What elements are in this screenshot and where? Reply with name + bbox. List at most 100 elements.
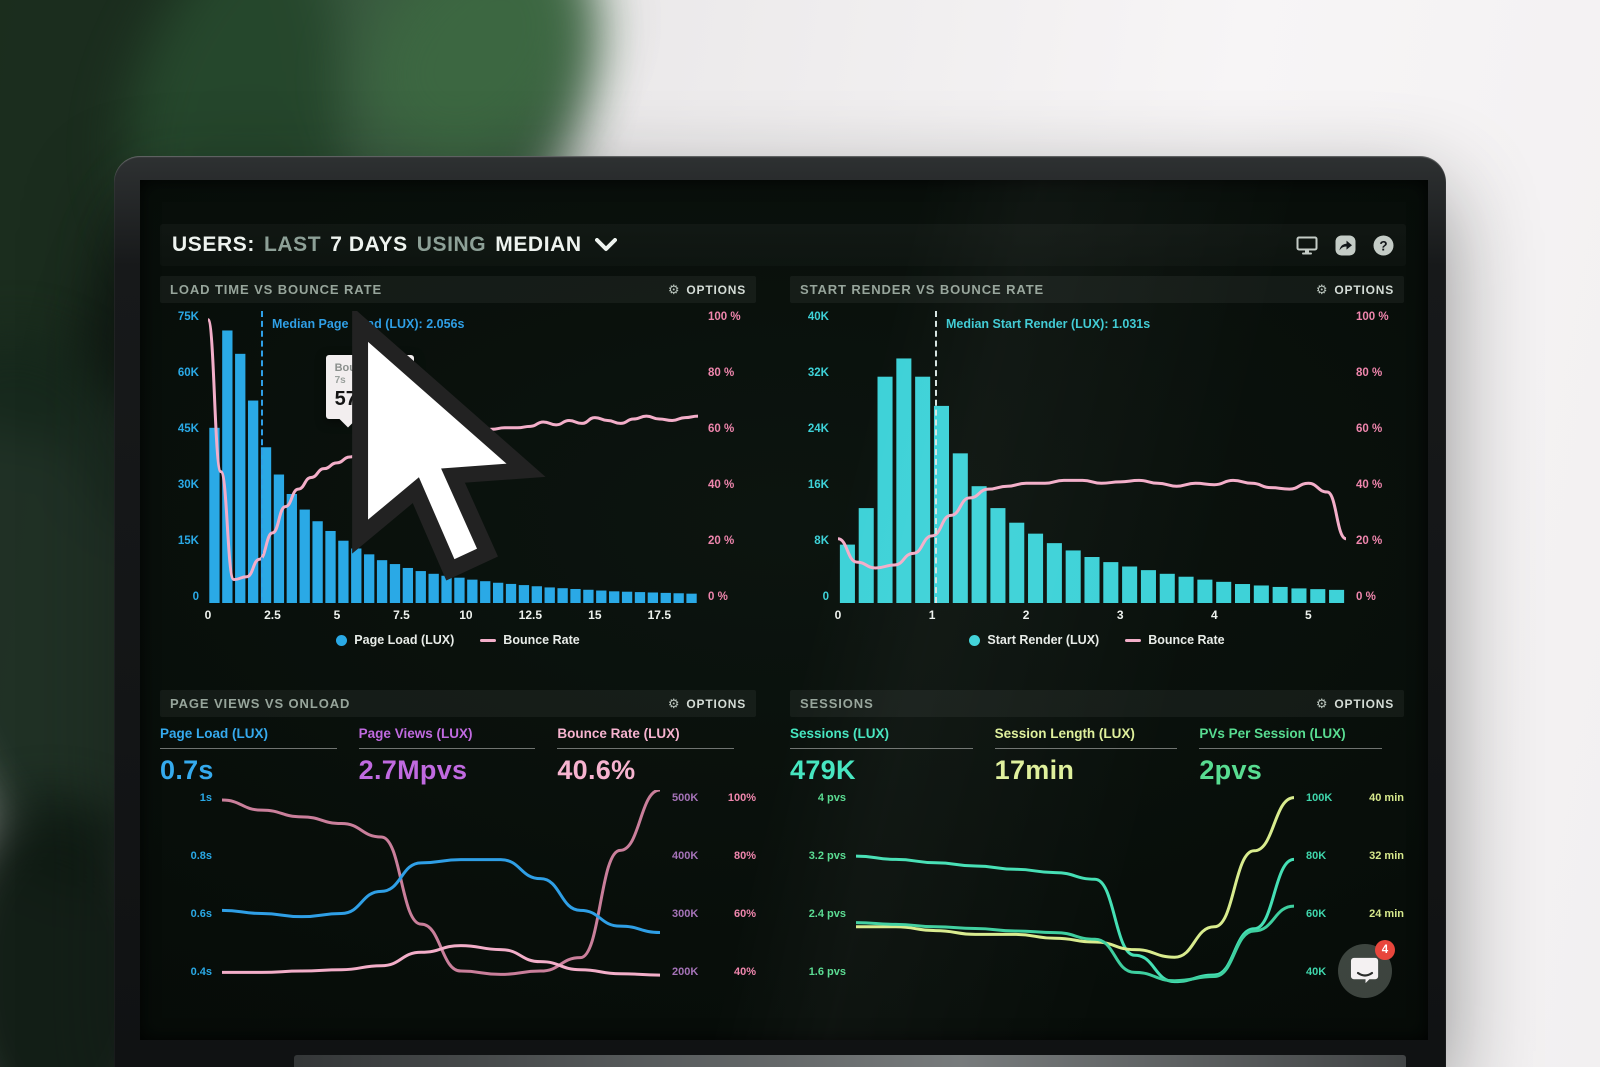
chart-legend: Page Load (LUX) Bounce Rate xyxy=(160,633,756,647)
axis-tick: 80 % xyxy=(708,367,735,379)
axis-tick: 0 % xyxy=(1356,591,1376,603)
axis-tick: 60K xyxy=(1306,908,1327,920)
metric-divider xyxy=(358,748,536,749)
axis-tick: 30K xyxy=(177,479,199,491)
panel-header: START RENDER VS BOUNCE RATE ⚙ OPTIONS xyxy=(790,276,1404,303)
axis-tick: 3.2 pvs xyxy=(808,850,846,862)
panel-header: LOAD TIME VS BOUNCE RATE ⚙ OPTIONS xyxy=(160,276,756,303)
metric-divider xyxy=(790,748,973,749)
axis-tick: 7.5 xyxy=(393,608,410,622)
share-icon[interactable] xyxy=(1335,235,1356,256)
axis-tick-row: 1.6 pvs xyxy=(790,966,856,978)
axis-tick: 60K xyxy=(177,367,199,379)
axis-tick: 32 min xyxy=(1369,850,1404,862)
y-axis-left: 4 pvs 3.2 pvs 2.4 pvs 1.6 pvs xyxy=(790,790,856,1018)
help-icon[interactable]: ? xyxy=(1373,235,1394,256)
panel-sessions: SESSIONS ⚙ OPTIONS Sessions (LUX) 479K Ses… xyxy=(790,690,1404,1040)
display-icon[interactable] xyxy=(1296,236,1318,255)
y-axis-right: 100K 40 min 80K 32 min 60K 24 min 40K xyxy=(1294,790,1404,1018)
panel-title: SESSIONS xyxy=(800,696,874,711)
axis-tick: 40 min xyxy=(1369,792,1404,804)
chart-area: 40K 32K 24K 16K 8K 0 Median Start Render (LUX… xyxy=(790,311,1404,603)
metric-block: Sessions (LUX) 479K xyxy=(790,726,995,786)
gear-icon: ⚙ xyxy=(667,696,681,711)
metric-block: Page Load (LUX) 0.7s xyxy=(160,726,359,786)
panel-header: SESSIONS ⚙ OPTIONS xyxy=(790,690,1404,717)
gear-icon: ⚙ xyxy=(1315,282,1329,297)
axis-tick: 0 xyxy=(834,608,842,622)
axis-tick-row: 4 pvs xyxy=(790,792,856,804)
load-time-plot[interactable]: Median Page Load (LUX): 2.056s Bounce Ra… xyxy=(208,311,698,603)
axis-tick: 1 xyxy=(928,608,936,622)
axis-tick: 10 xyxy=(459,608,473,622)
tooltip-subtitle: 7s xyxy=(334,374,346,386)
axis-tick: 40K xyxy=(807,311,829,323)
options-label: OPTIONS xyxy=(686,282,746,297)
start-render-plot[interactable]: Median Start Render (LUX): 1.031s xyxy=(838,311,1346,603)
metric-label: Bounce Rate (LUX) xyxy=(557,726,680,741)
axis-tick: 80K xyxy=(1306,850,1327,862)
metric-value: 17min xyxy=(994,755,1075,785)
axis-tick: 24 min xyxy=(1369,908,1404,920)
y-axis-left: 1s 0.8s 0.6s 0.4s xyxy=(160,790,222,1018)
axis-tick: 60% xyxy=(733,908,756,920)
panel-title: PAGE VIEWS VS ONLOAD xyxy=(170,696,351,711)
metric-block: Bounce Rate (LUX) 40.6% xyxy=(557,726,756,786)
chart-area: 1s 0.8s 0.6s 0.4s 500K 100% 400K 80% 300K 60% 200… xyxy=(160,790,756,1018)
metric-label: PVs Per Session (LUX) xyxy=(1199,726,1346,741)
metric-block: Page Views (LUX) 2.7Mpvs xyxy=(358,726,558,786)
gear-icon: ⚙ xyxy=(667,282,681,297)
options-label: OPTIONS xyxy=(1334,282,1394,297)
legend-item: Bounce Rate xyxy=(480,633,580,647)
axis-tick: 24K xyxy=(807,423,829,435)
metric-label: Page Views (LUX) xyxy=(358,726,473,741)
dashboard-screen: USERS: LAST 7 DAYS USING MEDIAN ? xyxy=(140,180,1428,1040)
axis-tick: 100% xyxy=(727,792,756,804)
chart-area: 75K 60K 45K 30K 15K 0 Median Page Load (LUX):… xyxy=(160,311,756,603)
axis-tick: 2 xyxy=(1022,608,1030,622)
y-axis-left: 40K 32K 24K 16K 8K 0 xyxy=(790,311,838,603)
panel-header: PAGE VIEWS VS ONLOAD ⚙ OPTIONS xyxy=(160,690,756,717)
metric-value: 40.6% xyxy=(557,755,636,785)
axis-tick: 200K xyxy=(672,966,699,978)
axis-tick: 15K xyxy=(177,535,199,547)
options-button[interactable]: ⚙ OPTIONS xyxy=(1316,283,1394,297)
page-views-plot[interactable] xyxy=(222,790,660,1018)
bar-line-chart xyxy=(838,358,1346,603)
options-button[interactable]: ⚙ OPTIONS xyxy=(668,697,746,711)
options-label: OPTIONS xyxy=(686,696,746,711)
bar-line-chart xyxy=(208,311,698,603)
axis-tick: 3 xyxy=(1116,608,1124,622)
gear-icon: ⚙ xyxy=(1315,696,1329,711)
metric-block: Session Length (LUX) 17min xyxy=(994,726,1200,786)
axis-tick-row: 300K 60% xyxy=(660,908,756,920)
sessions-plot[interactable] xyxy=(856,790,1294,1018)
axis-tick: 0.8s xyxy=(190,850,212,862)
legend-line-icon xyxy=(1125,638,1142,642)
axis-tick-row: 400K 80% xyxy=(660,850,756,862)
metric-summary-row: Page Load (LUX) 0.7s Page Views (LUX) 2.7Mp… xyxy=(160,726,756,786)
options-button[interactable]: ⚙ OPTIONS xyxy=(668,283,746,297)
metric-value: 479K xyxy=(790,755,856,785)
header-icons: ? xyxy=(1296,235,1394,256)
axis-tick: 60 % xyxy=(1356,423,1383,435)
legend-item: Bounce Rate xyxy=(1125,633,1225,647)
axis-tick: 0.4s xyxy=(190,966,212,978)
axis-tick-row: 2.4 pvs xyxy=(790,908,856,920)
x-axis: 0 2.5 5 7.5 10 12.5 15 17.5 xyxy=(205,606,698,626)
axis-tick: 100 % xyxy=(708,311,741,323)
axis-tick-row: 40K xyxy=(1294,966,1404,978)
users-period-dropdown[interactable]: USERS: LAST 7 DAYS USING MEDIAN xyxy=(172,233,617,257)
laptop-deck xyxy=(294,1055,1406,1067)
axis-tick: 4 pvs xyxy=(817,792,846,804)
metric-summary-row: Sessions (LUX) 479K Session Length (LUX) 17… xyxy=(790,726,1404,786)
axis-tick: 100K xyxy=(1306,792,1333,804)
legend-dot-icon xyxy=(336,634,348,646)
metric-value: 2pvs xyxy=(1199,755,1263,785)
chat-button[interactable]: 4 xyxy=(1338,940,1395,998)
axis-tick: 5 xyxy=(333,608,341,622)
axis-tick: 40% xyxy=(733,966,756,978)
legend-line-icon xyxy=(480,638,497,642)
axis-tick: 75K xyxy=(177,311,199,323)
options-button[interactable]: ⚙ OPTIONS xyxy=(1316,697,1394,711)
